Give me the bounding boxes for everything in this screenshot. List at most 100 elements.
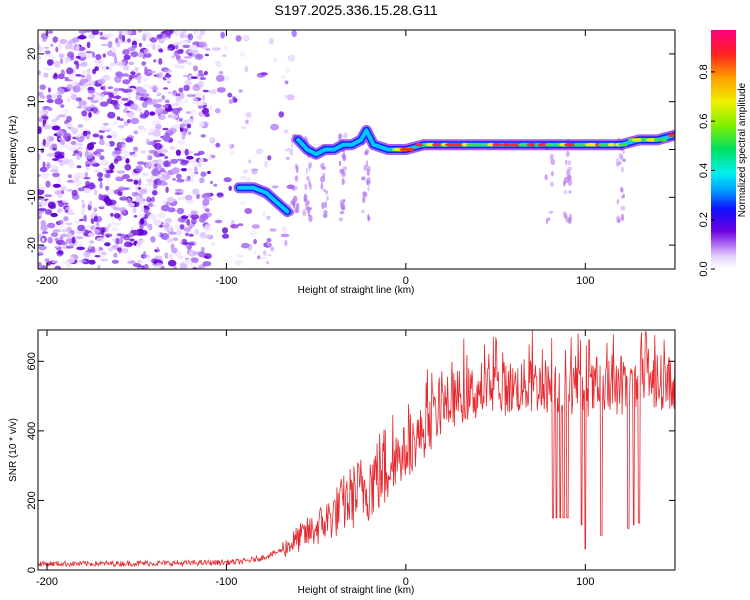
noise-speckle	[51, 93, 58, 99]
noise-speckle	[102, 91, 109, 95]
noise-speckle	[202, 199, 210, 206]
noise-speckle	[71, 236, 76, 244]
colorbar-gradient	[711, 30, 736, 269]
noise-speckle	[188, 52, 193, 57]
noise-speckle	[152, 120, 162, 124]
noise-speckle	[251, 224, 260, 229]
noise-speckle	[175, 93, 181, 97]
noise-speckle	[101, 252, 108, 255]
noise-speckle	[155, 89, 161, 96]
noise-speckle	[175, 229, 182, 236]
noise-speckle	[127, 199, 131, 203]
spectral-streak	[563, 181, 566, 185]
noise-speckle	[68, 145, 77, 152]
noise-speckle	[158, 36, 165, 44]
noise-speckle	[111, 259, 119, 264]
noise-speckle	[164, 99, 170, 104]
noise-speckle	[242, 169, 249, 174]
noise-speckle	[122, 174, 130, 180]
noise-speckle	[108, 164, 115, 170]
noise-speckle	[130, 117, 140, 125]
noise-speckle	[123, 241, 133, 248]
spectral-streak	[338, 217, 344, 222]
noise-speckle	[47, 87, 52, 93]
noise-speckle	[111, 221, 116, 225]
noise-speckle	[270, 123, 279, 131]
noise-speckle	[267, 155, 272, 161]
noise-speckle	[154, 255, 163, 260]
noise-speckle	[99, 258, 109, 262]
noise-speckle	[160, 233, 170, 240]
noise-speckle	[161, 204, 170, 212]
noise-speckle	[127, 202, 135, 207]
noise-speckle	[158, 48, 163, 53]
noise-speckle	[131, 191, 140, 197]
noise-speckle	[199, 231, 207, 239]
spectral-streak	[324, 200, 328, 209]
noise-speckle	[116, 116, 121, 121]
noise-speckle	[40, 148, 45, 153]
noise-speckle	[41, 172, 50, 179]
spectral-streak	[549, 153, 554, 161]
noise-speckle	[132, 263, 141, 267]
noise-speckle	[95, 148, 105, 153]
noise-speckle	[110, 212, 114, 217]
noise-speckle	[104, 242, 111, 247]
noise-speckle	[71, 127, 79, 135]
spectral-streak	[341, 154, 346, 160]
noise-speckle	[72, 153, 77, 156]
noise-speckle	[204, 53, 209, 57]
signal-hotspot	[668, 133, 675, 137]
noise-speckle	[184, 194, 193, 201]
noise-speckle	[169, 253, 173, 260]
noise-speckle	[133, 146, 139, 153]
noise-speckle	[95, 54, 102, 61]
snr-y-axis-label: SNR (10 * v/v)	[8, 418, 19, 482]
spectral-streak	[304, 183, 308, 191]
noise-speckle	[226, 143, 232, 147]
noise-speckle	[112, 95, 122, 99]
noise-speckle	[122, 64, 130, 71]
noise-speckle	[266, 238, 272, 243]
noise-speckle	[60, 145, 70, 149]
noise-speckle	[73, 67, 77, 74]
noise-speckle	[115, 37, 119, 44]
noise-speckle	[286, 94, 295, 101]
noise-speckle	[47, 59, 54, 66]
spectral-streak	[308, 214, 313, 222]
noise-speckle	[240, 50, 246, 58]
noise-speckle	[38, 110, 45, 115]
noise-speckle	[177, 217, 186, 223]
noise-speckle	[230, 151, 236, 156]
spectral-streak	[621, 166, 624, 173]
noise-speckle	[132, 207, 137, 213]
noise-speckle	[146, 196, 151, 203]
noise-speckle	[145, 138, 150, 145]
noise-speckle	[192, 188, 200, 195]
noise-speckle	[141, 61, 146, 67]
noise-speckle	[176, 178, 185, 183]
noise-speckle	[171, 124, 180, 129]
noise-speckle	[175, 149, 181, 156]
noise-speckle	[83, 187, 91, 193]
noise-speckle	[94, 60, 103, 63]
spectral-streak	[544, 174, 548, 181]
noise-speckle	[280, 233, 290, 238]
spectrogram-x-tick-label: -200	[36, 275, 58, 287]
noise-speckle	[188, 250, 196, 257]
signal-hotspot	[518, 142, 530, 147]
noise-speckle	[107, 246, 114, 252]
noise-speckle	[186, 94, 196, 98]
noise-speckle	[114, 56, 118, 64]
noise-speckle	[156, 164, 163, 170]
noise-speckle	[273, 56, 278, 63]
noise-speckle	[118, 30, 123, 35]
noise-speckle	[147, 43, 154, 48]
noise-speckle	[42, 138, 46, 146]
noise-speckle	[141, 33, 149, 38]
noise-speckle	[106, 192, 112, 196]
noise-speckle	[202, 107, 209, 115]
noise-speckle	[161, 181, 167, 186]
noise-speckle	[87, 87, 96, 94]
